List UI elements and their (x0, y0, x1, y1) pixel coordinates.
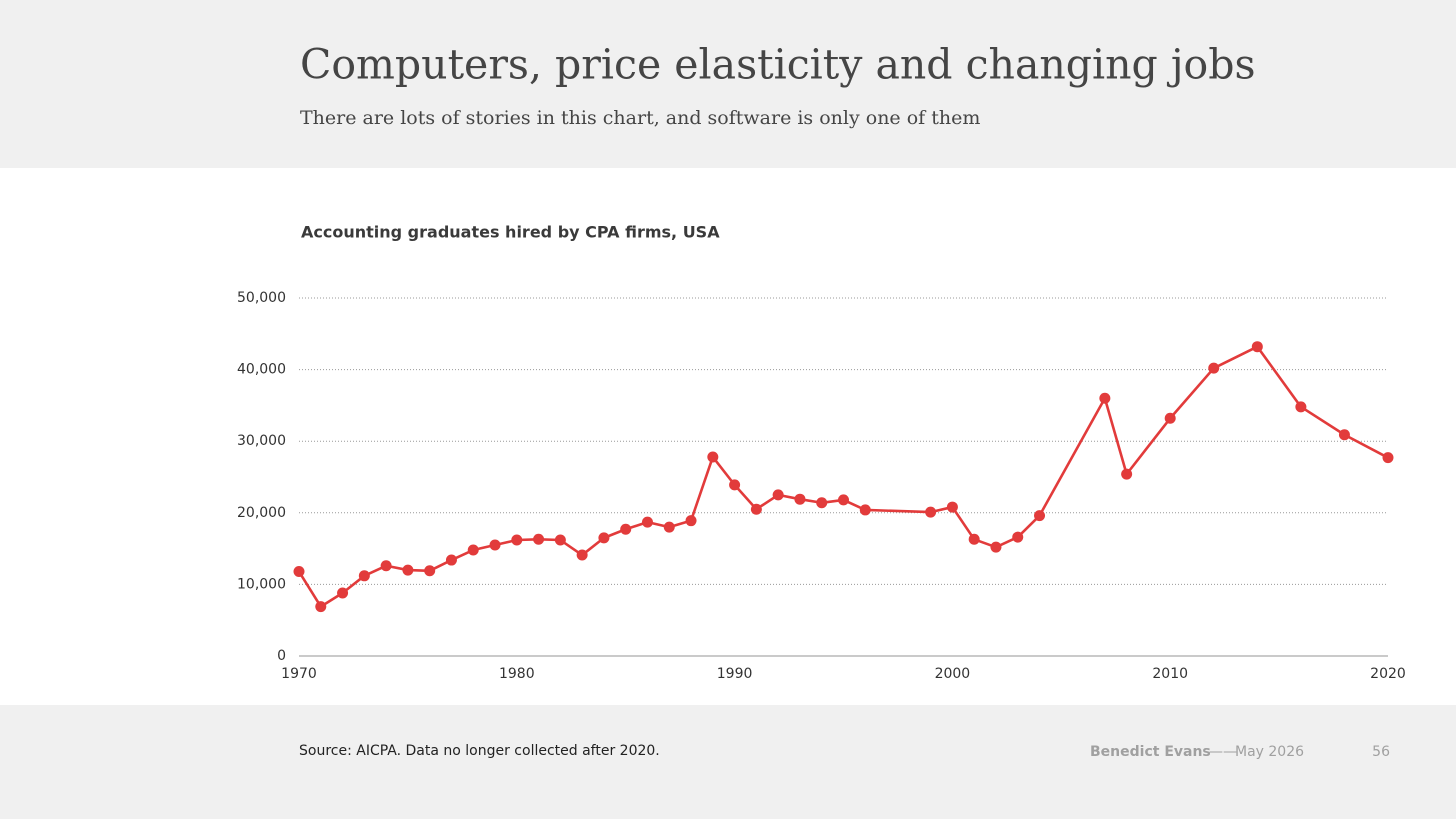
y-tick-label: 50,000 (237, 290, 286, 306)
y-tick-label: 10,000 (237, 576, 286, 592)
chart-title: Accounting graduates hired by CPA firms,… (301, 223, 720, 242)
data-point (859, 504, 871, 516)
data-point (1099, 392, 1111, 404)
data-point (794, 493, 806, 505)
data-point (620, 523, 632, 535)
y-tick-label: 30,000 (237, 433, 286, 449)
source: Source: AICPA. Data no longer collected … (299, 743, 660, 759)
date: May 2026 (1235, 744, 1304, 760)
data-point (968, 533, 980, 545)
y-tick-label: 20,000 (237, 505, 286, 521)
data-point (750, 503, 762, 515)
footer-band (0, 705, 1456, 819)
separator: —— (1209, 744, 1237, 760)
x-tick-label: 2010 (1152, 666, 1188, 682)
x-tick-label: 1990 (717, 666, 753, 682)
data-point (1382, 452, 1394, 464)
data-point (946, 501, 958, 513)
data-point (402, 564, 414, 576)
slide-title: Computers, price elasticity and changing… (300, 41, 1256, 89)
data-point (1251, 341, 1263, 353)
data-point (990, 541, 1002, 553)
plot: 0 10,000 20,000 30,000 40,000 50,000 1970 1980 1… (237, 290, 1406, 682)
data-point (1164, 412, 1176, 424)
y-tick-label: 0 (277, 648, 286, 664)
data-point (1338, 429, 1350, 441)
data-point (838, 494, 849, 506)
data-point (1034, 510, 1046, 522)
data-point (729, 479, 741, 491)
data-point (1295, 401, 1307, 413)
data-point (1121, 468, 1133, 480)
data-point (511, 534, 523, 546)
data-point (424, 565, 436, 577)
data-point (1208, 362, 1220, 374)
data-point (772, 489, 784, 501)
data-point (576, 549, 588, 561)
data-point (380, 560, 392, 572)
x-tick-label: 2020 (1370, 666, 1406, 682)
y-tick-label: 40,000 (237, 362, 286, 378)
data-point (816, 497, 828, 509)
x-tick-label: 1980 (499, 666, 535, 682)
data-point (685, 515, 697, 527)
data-point (337, 587, 349, 599)
data-point (293, 566, 305, 578)
slide-subtitle: There are lots of stories in this chart,… (300, 107, 980, 129)
data-point (598, 532, 610, 544)
data-point (358, 570, 370, 582)
data-point (315, 601, 327, 613)
data-point (445, 554, 457, 566)
header-band (0, 0, 1456, 168)
data-point (1012, 531, 1024, 543)
data-point (641, 516, 653, 528)
data-point (663, 521, 675, 533)
data-point (533, 533, 545, 545)
chart-band (0, 168, 1456, 705)
x-tick-label: 2000 (935, 666, 971, 682)
x-tick-label: 1970 (281, 666, 317, 682)
data-point (489, 539, 501, 551)
data-point (925, 506, 937, 518)
page-number: 56 (1372, 744, 1390, 760)
data-point (707, 451, 719, 463)
author: Benedict Evans (1090, 744, 1211, 760)
data-point (467, 544, 479, 556)
data-point (554, 534, 566, 546)
